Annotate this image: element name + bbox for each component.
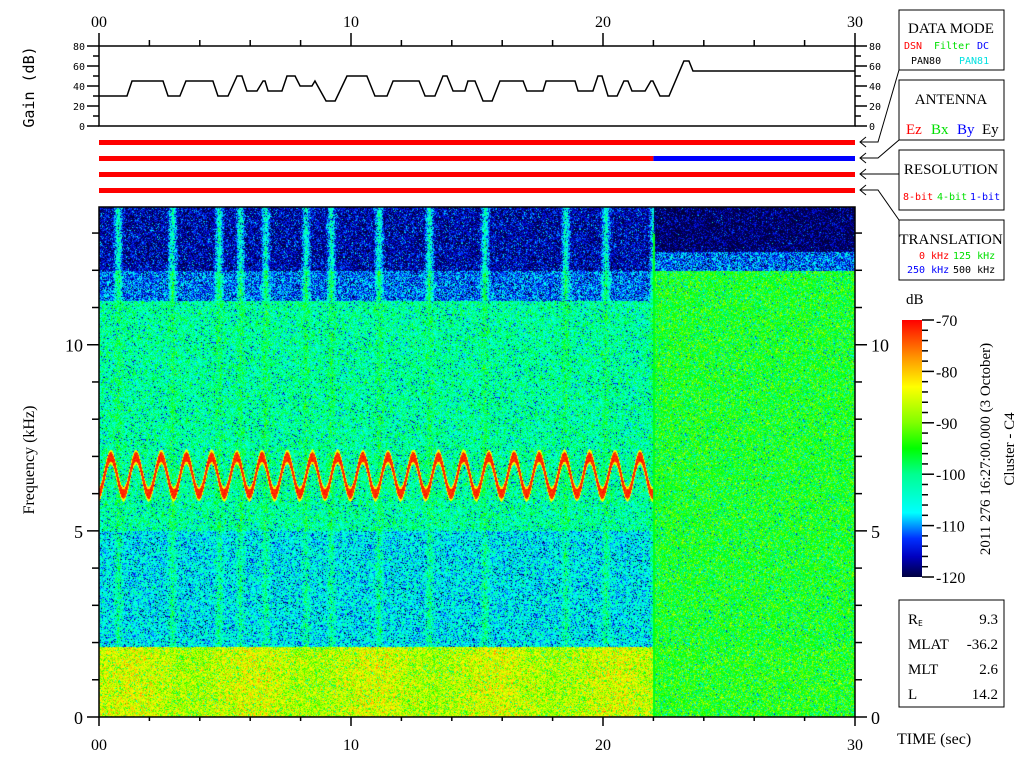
position-value-re: 9.3 bbox=[979, 612, 998, 628]
legend-item-dc: DC bbox=[977, 41, 989, 52]
gain-y-tick-label-right: 80 bbox=[869, 42, 881, 53]
legend-resolution: RESOLUTION 8-bit 4-bit 1-bit bbox=[898, 149, 1005, 211]
position-label-re-sub: E bbox=[918, 619, 923, 628]
frequency-tick-label-right: 0 bbox=[871, 708, 880, 728]
time-tick-label-bottom: 00 bbox=[91, 737, 107, 754]
gain-y-tick-label: 0 bbox=[79, 122, 85, 133]
colorbar-tick-label: -110 bbox=[936, 519, 965, 536]
legend-item-filter: Filter bbox=[934, 41, 970, 52]
connector-line bbox=[860, 139, 900, 159]
position-value-mlt: 2.6 bbox=[979, 662, 998, 678]
arrow-left-icon bbox=[859, 136, 867, 148]
status-bar-antenna bbox=[99, 156, 654, 161]
time-tick-label-top: 20 bbox=[595, 14, 611, 31]
position-box: R E 9.3 MLAT -36.2 MLT 2.6 L 14.2 bbox=[898, 599, 1005, 708]
gain-y-tick-label-right: 60 bbox=[869, 62, 881, 73]
frequency-tick-label: 0 bbox=[74, 708, 83, 728]
gain-y-tick-label: 20 bbox=[73, 102, 85, 113]
legend-item-bx: Bx bbox=[931, 122, 949, 138]
legend-title: RESOLUTION bbox=[904, 162, 998, 178]
position-label-mlat: MLAT bbox=[908, 637, 949, 653]
connector-line bbox=[860, 69, 900, 143]
gain-y-tick-label: 60 bbox=[73, 62, 85, 73]
colorbar-tick-label: -120 bbox=[936, 570, 965, 587]
arrow-left-icon bbox=[859, 168, 867, 180]
legend-item-pan80: PAN80 bbox=[911, 56, 941, 67]
time-tick-label-bottom: 20 bbox=[595, 737, 611, 754]
legend-antenna: ANTENNA Ez Bx By Ey bbox=[898, 79, 1005, 141]
legend-title: ANTENNA bbox=[915, 92, 988, 108]
time-tick-label-top: 10 bbox=[343, 14, 359, 31]
frequency-tick-label-right: 5 bbox=[871, 522, 880, 542]
legend-title: DATA MODE bbox=[908, 21, 994, 37]
gain-y-tick-label-right: 20 bbox=[869, 102, 881, 113]
gain-y-tick-label: 40 bbox=[73, 82, 85, 93]
colorbar-tick-label: -70 bbox=[936, 313, 957, 330]
time-tick-label-top: 30 bbox=[847, 14, 863, 31]
frequency-axis-label: Frequency (kHz) bbox=[21, 406, 38, 515]
position-label-l: L bbox=[908, 687, 917, 703]
gain-y-tick-label: 80 bbox=[73, 42, 85, 53]
frequency-tick-label: 10 bbox=[65, 336, 83, 356]
legend-item-0khz: 0 kHz bbox=[919, 251, 949, 262]
position-value-mlat: -36.2 bbox=[967, 637, 998, 653]
legend-item-500khz: 500 kHz bbox=[953, 265, 995, 276]
legend-title: TRANSLATION bbox=[899, 232, 1002, 248]
legend-item-1bit: 1-bit bbox=[970, 192, 1000, 203]
gain-axis-label: Gain (dB) bbox=[20, 46, 38, 127]
status-bar-resolution bbox=[99, 172, 855, 177]
legend-item-dsn: DSN bbox=[904, 41, 922, 52]
gain-line bbox=[99, 60, 855, 102]
spacecraft-label: Cluster - C4 bbox=[1002, 412, 1018, 486]
status-bar-translation bbox=[99, 188, 855, 193]
position-value-l: 14.2 bbox=[972, 687, 998, 703]
position-label-mlt: MLT bbox=[908, 662, 938, 678]
datetime-label: 2011 276 16:27:00.000 (3 October) bbox=[978, 343, 994, 555]
colorbar bbox=[902, 320, 922, 577]
frequency-tick-label: 5 bbox=[74, 522, 83, 542]
connector-line bbox=[860, 189, 900, 221]
legend-data-mode: DATA MODE DSN Filter DC PAN80 PAN81 bbox=[898, 9, 1005, 71]
gain-y-tick-label-right: 0 bbox=[869, 122, 875, 133]
position-label-re: R bbox=[908, 612, 918, 628]
legend-translation: TRANSLATION 0 kHz 125 kHz 250 kHz 500 kH… bbox=[898, 219, 1005, 281]
time-tick-label-bottom: 30 bbox=[847, 737, 863, 754]
colorbar-label: dB bbox=[906, 292, 924, 308]
gain-y-tick-label-right: 40 bbox=[869, 82, 881, 93]
status-bar-antenna bbox=[653, 156, 855, 161]
time-axis-label: TIME (sec) bbox=[897, 731, 971, 748]
spectrogram-frame bbox=[98, 206, 856, 718]
legend-item-125khz: 125 kHz bbox=[953, 251, 995, 262]
status-bar-data-mode bbox=[99, 140, 855, 145]
legend-item-ey: Ey bbox=[982, 122, 999, 138]
legend-item-4bit: 4-bit bbox=[937, 192, 967, 203]
time-tick-label-top: 00 bbox=[91, 14, 107, 31]
frequency-tick-label-right: 10 bbox=[871, 336, 889, 356]
time-tick-label-bottom: 10 bbox=[343, 737, 359, 754]
legend-item-8bit: 8-bit bbox=[903, 192, 933, 203]
colorbar-tick-label: -90 bbox=[936, 416, 957, 433]
legend-item-pan81: PAN81 bbox=[959, 56, 989, 67]
arrow-left-icon bbox=[859, 152, 867, 164]
legend-item-by: By bbox=[957, 122, 975, 138]
colorbar-tick-label: -100 bbox=[936, 467, 965, 484]
arrow-left-icon bbox=[859, 184, 867, 196]
spectrogram-heatmap bbox=[99, 207, 855, 717]
legend-connectors bbox=[859, 69, 900, 221]
colorbar-tick-label: -80 bbox=[936, 364, 957, 381]
legend-item-250khz: 250 kHz bbox=[907, 265, 949, 276]
legend-item-ez: Ez bbox=[906, 122, 922, 138]
